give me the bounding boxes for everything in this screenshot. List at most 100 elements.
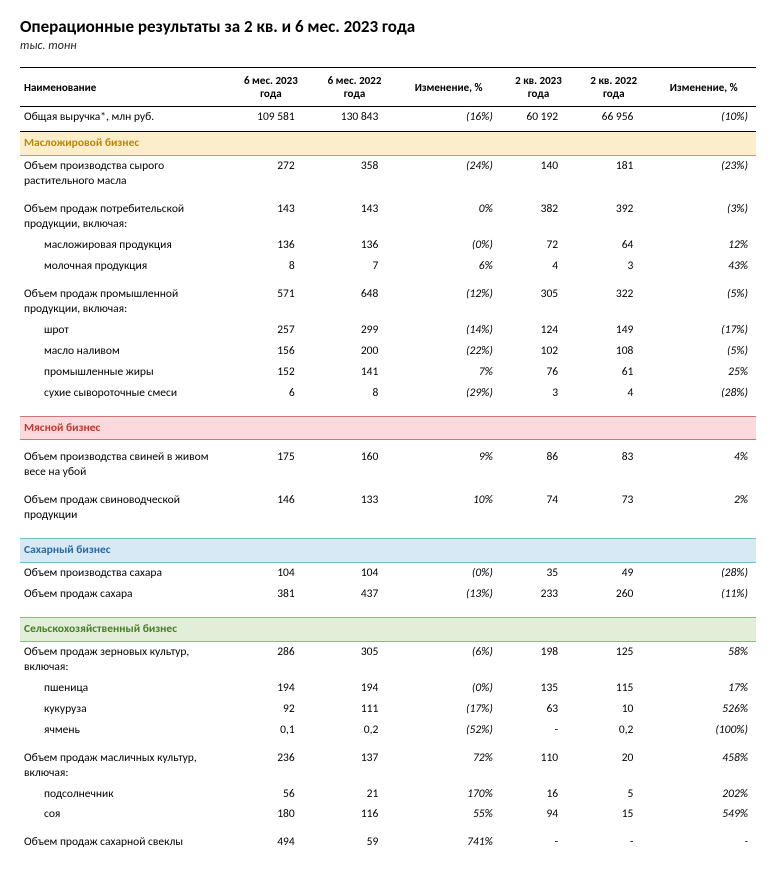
table-row: Объем производства сахара104104(0%)3549(…: [20, 563, 756, 584]
row-value: 111: [313, 699, 397, 720]
page-subtitle: тыс. тонн: [20, 39, 756, 53]
row-value: 115: [576, 678, 651, 699]
section-label: Мясной бизнес: [20, 416, 756, 440]
row-value: 305: [313, 641, 397, 677]
table-row: шрот257299(14%)124149(17%): [20, 320, 756, 341]
results-table: Наименование 6 мес. 2023 года 6 мес. 202…: [20, 67, 756, 865]
table-row: соя18011655%9415549%: [20, 804, 756, 825]
row-name: молочная продукция: [20, 256, 229, 277]
table-row: Объем производства свиней в живом весе н…: [20, 440, 756, 483]
row-name: кукуруза: [20, 699, 229, 720]
row-change: (52%): [396, 720, 501, 741]
row-name: шрот: [20, 320, 229, 341]
row-change: 549%: [651, 804, 756, 825]
col-q2-2023: 2 кв. 2023 года: [501, 68, 576, 107]
row-change: (100%): [651, 720, 756, 741]
row-name: ячмень: [20, 720, 229, 741]
row-value: 116: [313, 804, 397, 825]
row-value: 0,2: [313, 720, 397, 741]
row-value: 286: [229, 641, 313, 677]
col-change-q2: Изменение, %: [651, 68, 756, 107]
row-name: промышленные жиры: [20, 362, 229, 383]
row-change: 458%: [651, 741, 756, 784]
row-value: 74: [501, 483, 576, 526]
row-name: Объем продаж масличных культур, включая:: [20, 741, 229, 784]
row-change: 17%: [651, 678, 756, 699]
row-change: 9%: [396, 440, 501, 483]
table-row: сухие сывороточные смеси68(29%)34(28%): [20, 383, 756, 404]
row-change: (17%): [651, 320, 756, 341]
row-value: 257: [229, 320, 313, 341]
row-value: 305: [501, 277, 576, 320]
row-value: 3: [576, 256, 651, 277]
section-label: Сахарный бизнес: [20, 539, 756, 563]
row-value: 381: [229, 584, 313, 605]
row-value: 110: [501, 741, 576, 784]
col-name: Наименование: [20, 68, 229, 107]
row-value: 200: [313, 341, 397, 362]
row-value: 64: [576, 235, 651, 256]
row-change: 526%: [651, 699, 756, 720]
row-value: 104: [313, 563, 397, 584]
row-value: 124: [501, 320, 576, 341]
row-value: 83: [576, 440, 651, 483]
section-label: Масложировой бизнес: [20, 132, 756, 156]
row-name: Объем производства свиней в живом весе н…: [20, 440, 229, 483]
row-change: (6%): [396, 641, 501, 677]
row-value: 63: [501, 699, 576, 720]
row-value: 299: [313, 320, 397, 341]
table-row: кукуруза92111(17%)6310526%: [20, 699, 756, 720]
row-change: (16%): [396, 107, 501, 132]
row-change: (11%): [651, 584, 756, 605]
row-value: 160: [313, 440, 397, 483]
row-name: подсолнечник: [20, 784, 229, 805]
row-change: 741%: [396, 825, 501, 853]
row-change: (0%): [396, 678, 501, 699]
table-row: Объем продаж сахара381437(13%)233260(11%…: [20, 584, 756, 605]
row-change: (24%): [396, 156, 501, 192]
row-value: -: [501, 720, 576, 741]
row-value: -: [576, 825, 651, 853]
row-value: 156: [229, 341, 313, 362]
row-value: 8: [229, 256, 313, 277]
row-value: 125: [576, 641, 651, 677]
row-name: Объем производства сырого растительного …: [20, 156, 229, 192]
row-value: 272: [229, 156, 313, 192]
row-value: 16: [501, 784, 576, 805]
row-value: 358: [313, 156, 397, 192]
row-value: 135: [501, 678, 576, 699]
row-value: 236: [229, 741, 313, 784]
row-value: 4: [501, 256, 576, 277]
table-row: Объем производства сырого растительного …: [20, 156, 756, 192]
row-value: 194: [229, 678, 313, 699]
row-change: (12%): [396, 277, 501, 320]
row-value: 94: [501, 804, 576, 825]
row-name: Объем продаж промышленной продукции, вкл…: [20, 277, 229, 320]
table-row: ячмень0,10,2(52%)-0,2(100%): [20, 720, 756, 741]
col-h1-2022: 6 мес. 2022 года: [313, 68, 397, 107]
row-change: (29%): [396, 383, 501, 404]
row-change: 170%: [396, 784, 501, 805]
row-value: 60 192: [501, 107, 576, 132]
row-value: 0,1: [229, 720, 313, 741]
row-value: 109 581: [229, 107, 313, 132]
row-value: 61: [576, 362, 651, 383]
row-value: 73: [576, 483, 651, 526]
row-change: 12%: [651, 235, 756, 256]
row-value: 180: [229, 804, 313, 825]
row-value: 648: [313, 277, 397, 320]
table-row: промышленные жиры1521417%766125%: [20, 362, 756, 383]
row-value: 108: [576, 341, 651, 362]
row-change: 4%: [651, 440, 756, 483]
row-change: (28%): [651, 383, 756, 404]
table-row: Объем продаж потребительской продукции, …: [20, 192, 756, 235]
row-value: 21: [313, 784, 397, 805]
row-name: Объем продаж свиноводческой продукции: [20, 483, 229, 526]
row-name: пшеница: [20, 678, 229, 699]
table-row: пшеница194194(0%)13511517%: [20, 678, 756, 699]
row-name: масложировая продукция: [20, 235, 229, 256]
row-name: Объем производства сахара: [20, 563, 229, 584]
row-change: 72%: [396, 741, 501, 784]
table-row: масложировая продукция136136(0%)726412%: [20, 235, 756, 256]
table-row: Объем продаж масличных культур, включая:…: [20, 741, 756, 784]
